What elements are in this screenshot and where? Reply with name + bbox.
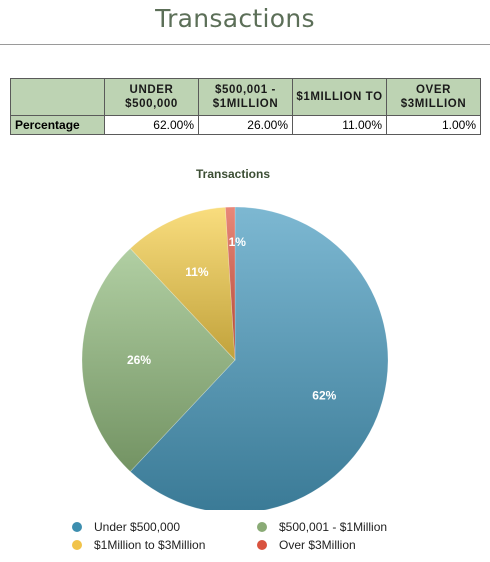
legend-label: Under $500,000: [94, 520, 181, 534]
slice-data-label: 26%: [127, 353, 151, 367]
legend-item: Over $3Million: [257, 538, 356, 552]
table-header-cell: $500,001 - $1MILLION: [198, 78, 293, 116]
table-header-cell: UNDER $500,000: [104, 78, 199, 116]
pie-slice: [225, 206, 236, 361]
table-header-cell: $1MILLION TO: [292, 78, 387, 116]
page-title: Transactions: [155, 4, 315, 33]
slice-data-label: 11%: [185, 265, 209, 279]
chart-title: Transactions: [195, 167, 271, 181]
legend-label: Over $3Million: [279, 538, 356, 552]
pie-slice: [129, 206, 389, 510]
slice-data-label: 1%: [229, 235, 247, 249]
pie-slice: [81, 248, 236, 472]
legend-item: $500,001 - $1Million: [257, 520, 387, 534]
slice-data-label: 62%: [312, 388, 336, 402]
legend-swatch: [72, 522, 82, 532]
pie-chart: 62% 26% 11% 1%: [81, 206, 389, 510]
legend-item: Under $500,000: [72, 520, 180, 534]
pie-slice: [129, 206, 236, 361]
table-header-row: UNDER $500,000 $500,001 - $1MILLION $1MI…: [10, 78, 481, 116]
table-row: Percentage 62.00% 26.00% 11.00% 1.00%: [10, 115, 481, 135]
transactions-table: UNDER $500,000 $500,001 - $1MILLION $1MI…: [10, 78, 481, 135]
table-cell: 26.00%: [198, 115, 293, 135]
row-label: Percentage: [10, 115, 105, 135]
table-header-cell: OVER $3MILLION: [386, 78, 481, 116]
table-cell: 11.00%: [292, 115, 387, 135]
table-header-cell: [10, 78, 105, 116]
legend-label: $500,001 - $1Million: [279, 520, 388, 534]
table-cell: 1.00%: [386, 115, 481, 135]
legend-swatch: [72, 540, 82, 550]
legend-swatch: [257, 540, 267, 550]
legend-swatch: [257, 522, 267, 532]
legend-item: $1Million to $3Million: [72, 538, 205, 552]
legend-label: $1Million to $3Million: [94, 538, 206, 552]
table-cell: 62.00%: [104, 115, 199, 135]
title-divider: [0, 44, 490, 45]
